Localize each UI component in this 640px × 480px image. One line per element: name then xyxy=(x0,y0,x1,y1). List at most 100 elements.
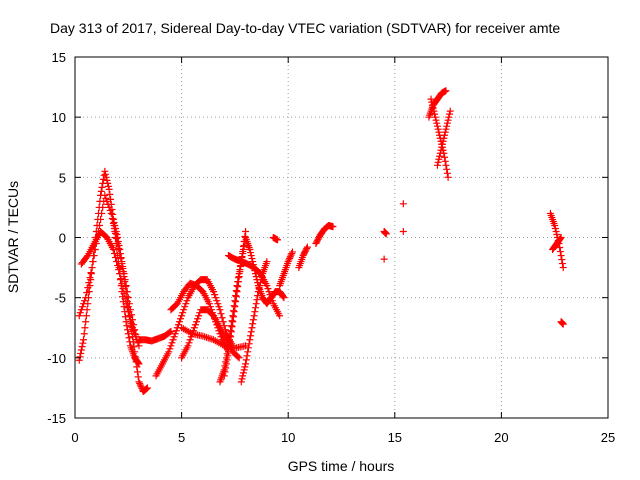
data-point xyxy=(80,300,88,308)
data-point xyxy=(255,285,263,293)
data-point xyxy=(116,250,124,258)
data-point xyxy=(286,254,294,262)
data-point xyxy=(132,358,140,366)
y-tick-label: -5 xyxy=(54,291,66,306)
data-point xyxy=(109,246,117,254)
data-point xyxy=(433,161,441,169)
data-point xyxy=(251,308,259,316)
data-point xyxy=(103,197,111,205)
data-point xyxy=(108,214,116,222)
data-point xyxy=(123,322,131,330)
data-point xyxy=(433,122,441,130)
data-point xyxy=(143,384,151,392)
data-point xyxy=(559,320,567,328)
data-point xyxy=(254,288,262,296)
data-point xyxy=(82,294,90,302)
data-point xyxy=(124,326,132,334)
data-point xyxy=(239,369,247,377)
data-point xyxy=(246,246,254,254)
data-point xyxy=(184,342,192,350)
data-point xyxy=(264,285,272,293)
data-point xyxy=(114,262,122,270)
data-point xyxy=(75,312,83,320)
data-point xyxy=(99,203,107,211)
axes-ticks: 0 5 10 15 20 25 -15 -10 -5 0 5 10 15 xyxy=(47,50,615,445)
data-point xyxy=(446,110,454,118)
data-point xyxy=(238,375,246,383)
data-point xyxy=(113,230,121,238)
data-point xyxy=(229,307,237,315)
data-point xyxy=(114,238,122,246)
data-point xyxy=(85,279,93,287)
data-point xyxy=(193,318,201,326)
data-point xyxy=(116,246,124,254)
data-point xyxy=(263,258,271,266)
y-tick-label: 5 xyxy=(59,170,66,185)
data-point xyxy=(252,304,260,312)
data-point xyxy=(171,330,179,338)
data-point xyxy=(284,258,292,266)
data-point xyxy=(257,276,265,284)
data-point xyxy=(123,304,131,312)
data-point xyxy=(234,353,242,361)
data-point xyxy=(106,206,114,214)
data-point xyxy=(225,337,233,345)
data-point xyxy=(226,338,234,346)
data-point xyxy=(126,318,134,326)
plot-frame xyxy=(74,56,609,419)
data-point xyxy=(558,256,566,264)
data-point xyxy=(233,288,241,296)
data-point xyxy=(279,293,287,301)
data-point xyxy=(225,343,233,351)
data-point xyxy=(170,333,178,341)
data-point xyxy=(435,128,443,136)
data-point xyxy=(204,334,212,342)
data-point xyxy=(115,242,123,250)
data-point xyxy=(329,223,337,231)
data-point xyxy=(219,318,227,326)
data-point xyxy=(441,153,449,161)
data-point xyxy=(101,191,109,199)
data-point xyxy=(237,378,245,386)
data-point xyxy=(142,385,150,393)
data-point xyxy=(256,279,264,287)
data-points xyxy=(75,87,567,396)
data-point xyxy=(201,333,209,341)
data-point xyxy=(438,140,446,148)
data-point xyxy=(432,116,440,124)
data-point xyxy=(121,283,129,291)
data-point xyxy=(435,155,443,163)
data-point xyxy=(551,224,559,232)
data-point xyxy=(174,321,182,329)
data-point xyxy=(143,385,151,393)
data-point xyxy=(427,95,435,103)
grid xyxy=(75,57,608,418)
data-point xyxy=(227,333,235,341)
data-point xyxy=(442,161,450,169)
data-point xyxy=(556,235,564,243)
data-point xyxy=(239,250,247,258)
data-point xyxy=(218,314,226,322)
data-point xyxy=(557,234,565,241)
data-point xyxy=(124,298,132,306)
data-point xyxy=(242,356,250,364)
data-point xyxy=(96,221,104,229)
data-point xyxy=(227,322,235,330)
data-point xyxy=(137,383,145,391)
data-point xyxy=(429,104,437,112)
data-point xyxy=(210,288,218,296)
data-point xyxy=(224,352,232,360)
data-point xyxy=(129,333,137,341)
data-point xyxy=(101,167,109,175)
data-point xyxy=(239,246,247,254)
data-point xyxy=(190,324,198,332)
data-point xyxy=(444,116,452,124)
data-point xyxy=(431,113,439,121)
data-point xyxy=(222,360,230,368)
data-point xyxy=(82,312,90,320)
y-tick-label: -10 xyxy=(47,351,66,366)
data-point xyxy=(253,296,261,304)
data-point xyxy=(286,253,294,261)
data-point xyxy=(268,297,276,305)
